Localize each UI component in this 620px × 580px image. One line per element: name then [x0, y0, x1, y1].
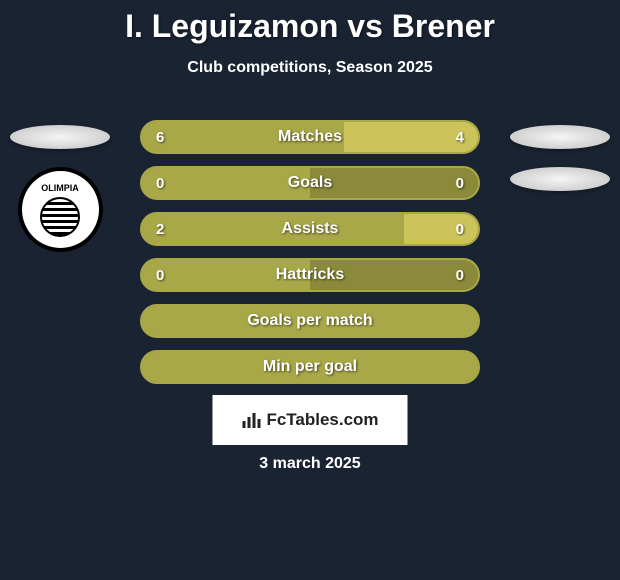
club-badge-ball-icon	[40, 197, 80, 237]
branding-text: FcTables.com	[266, 410, 378, 430]
stat-label: Hattricks	[142, 260, 478, 290]
stat-row: Goals per match	[140, 304, 480, 338]
subtitle: Club competitions, Season 2025	[0, 59, 620, 77]
stat-row: 00Goals	[140, 166, 480, 200]
right-player-column	[510, 125, 610, 209]
player-avatar-placeholder	[510, 125, 610, 149]
club-badge-placeholder	[510, 167, 610, 191]
branding-badge[interactable]: FcTables.com	[213, 395, 408, 445]
stat-row: 20Assists	[140, 212, 480, 246]
stat-label: Min per goal	[142, 352, 478, 382]
stat-label: Goals	[142, 168, 478, 198]
page-title: I. Leguizamon vs Brener	[0, 0, 620, 45]
stat-label: Assists	[142, 214, 478, 244]
stats-area: 64Matches 00Goals 20Assists 00Hattricks Goal…	[140, 120, 480, 396]
club-badge-text: OLIMPIA	[22, 183, 99, 193]
comparison-card: I. Leguizamon vs Brener Club competition…	[0, 0, 620, 580]
club-badge-olimpia: OLIMPIA	[18, 167, 103, 252]
date-label: 3 march 2025	[0, 455, 620, 473]
stat-label: Goals per match	[142, 306, 478, 336]
player-avatar-placeholder	[10, 125, 110, 149]
left-player-column: OLIMPIA	[10, 125, 110, 252]
stat-label: Matches	[142, 122, 478, 152]
chart-icon	[241, 411, 261, 429]
stat-row: 00Hattricks	[140, 258, 480, 292]
stat-row: Min per goal	[140, 350, 480, 384]
stat-row: 64Matches	[140, 120, 480, 154]
